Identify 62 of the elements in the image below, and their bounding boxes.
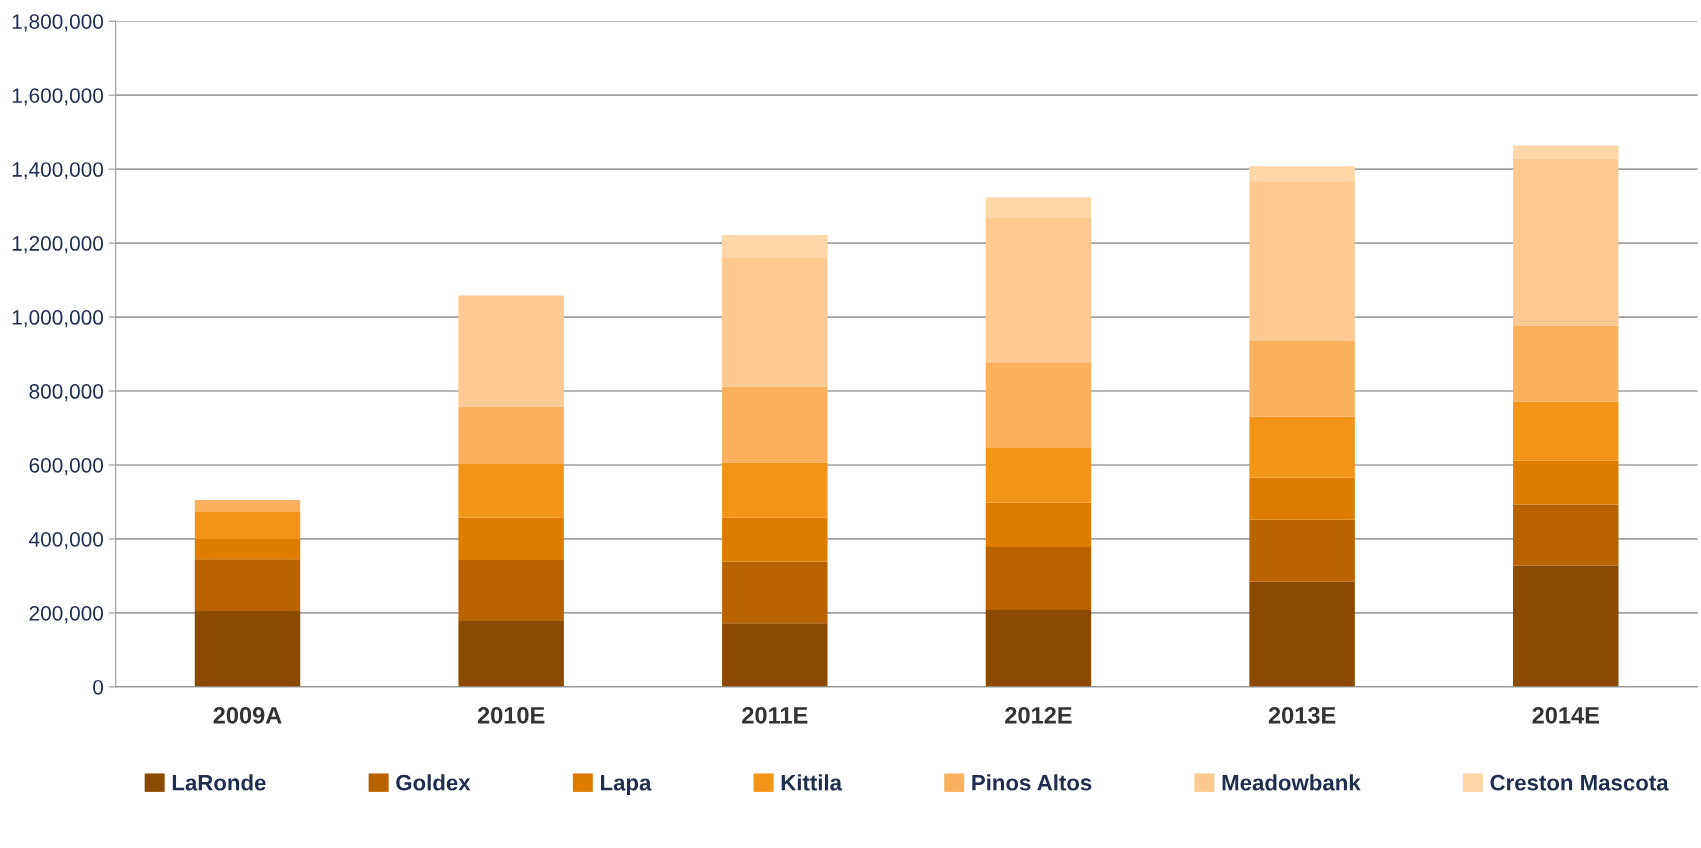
- y-tick-label: 400,000: [29, 531, 104, 550]
- x-tick-label: 2010E: [477, 706, 545, 724]
- bar: [722, 561, 828, 624]
- bar: [722, 386, 828, 463]
- y-tick-label: 600,000: [29, 457, 104, 476]
- bar: [985, 609, 1092, 687]
- bar: [194, 611, 301, 687]
- legend-label: Creston Mascota: [1490, 774, 1669, 791]
- bar: [458, 517, 564, 561]
- bar: [985, 362, 1092, 448]
- y-tick-label: 1,800,000: [12, 14, 104, 32]
- bar: [985, 502, 1092, 548]
- x-tick-label: 2014E: [1532, 706, 1599, 724]
- legend-label: Lapa: [600, 775, 652, 795]
- y-tick-label: 1,600,000: [12, 88, 104, 106]
- bar: [1513, 460, 1619, 505]
- legend-label: Meadowbank: [1222, 774, 1361, 791]
- bar: [1249, 581, 1355, 687]
- legend-label: LaRonde: [172, 774, 266, 791]
- legend-label: Goldex: [396, 774, 471, 791]
- bar: [985, 547, 1092, 610]
- bar: [985, 447, 1092, 503]
- x-tick-label: 2009A: [213, 706, 282, 724]
- bar: [722, 517, 828, 562]
- y-tick-label: 0: [93, 679, 104, 695]
- bar: [1249, 416, 1355, 478]
- bar: [722, 234, 828, 258]
- y-tick-label: 1,200,000: [12, 236, 104, 254]
- bar: [458, 463, 564, 518]
- bar: [458, 621, 564, 687]
- legend-label: Pinos Altos: [972, 774, 1092, 791]
- bar: [1249, 477, 1355, 520]
- bar: [985, 197, 1092, 218]
- bar: [985, 217, 1092, 363]
- bar: [722, 623, 828, 687]
- bar: [722, 462, 828, 518]
- legend-label: Kittila: [781, 774, 843, 791]
- bar: [1513, 504, 1619, 566]
- bar: [1513, 565, 1619, 687]
- bar: [1513, 325, 1619, 402]
- bar: [458, 295, 564, 407]
- bar: [1249, 166, 1355, 182]
- y-tick-label: 200,000: [29, 605, 104, 624]
- bar: [458, 406, 564, 464]
- bar: [1249, 181, 1355, 341]
- bar: [1249, 519, 1355, 582]
- y-tick-label: 1,400,000: [12, 162, 104, 180]
- x-tick-label: 2011E: [742, 706, 808, 724]
- bar: [194, 500, 301, 512]
- bar: [1513, 145, 1619, 159]
- bar: [458, 560, 564, 622]
- bar: [1249, 340, 1355, 417]
- bar: [1513, 158, 1619, 326]
- bar: [1513, 401, 1619, 461]
- bar: [194, 538, 301, 560]
- y-tick-label: 800,000: [29, 384, 104, 402]
- x-tick-label: 2012E: [1005, 706, 1072, 724]
- bar: [194, 511, 301, 539]
- bar: [194, 559, 301, 612]
- bar: [722, 257, 828, 387]
- y-tick-label: 1,000,000: [12, 310, 104, 328]
- x-tick-label: 2013E: [1268, 706, 1336, 724]
